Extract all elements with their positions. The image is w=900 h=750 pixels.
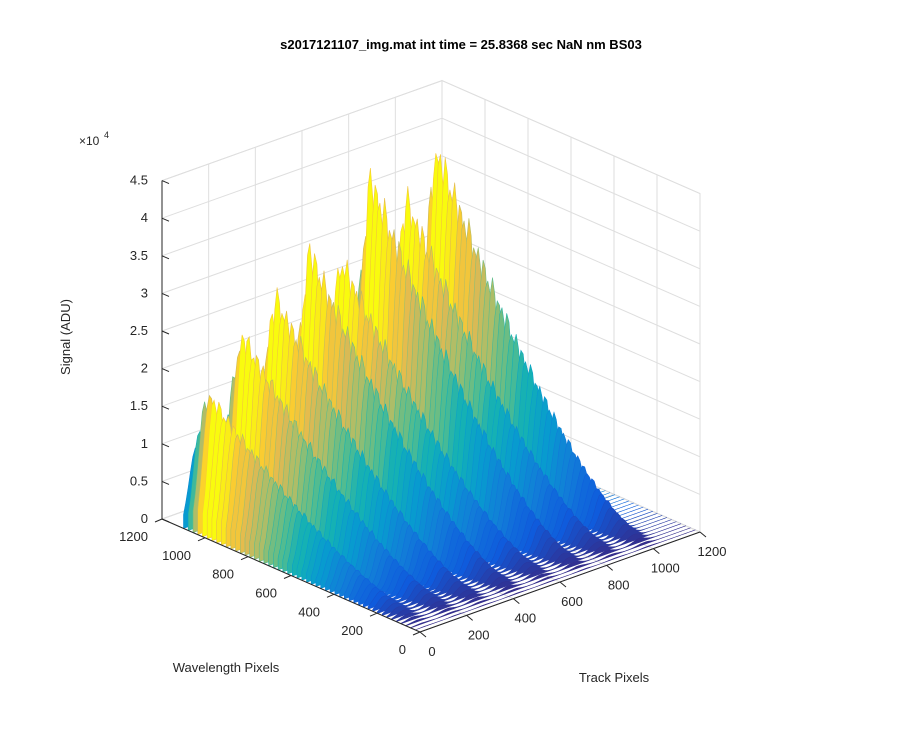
grid-line xyxy=(441,117,701,232)
surface-slice xyxy=(405,525,686,627)
z-tick-mark xyxy=(161,405,170,410)
y-tick-mark xyxy=(283,575,292,579)
y-tick-mark xyxy=(154,518,163,523)
x-tick-mark xyxy=(466,614,473,621)
y-tick-mark xyxy=(240,556,249,561)
z-tick-label: 0.5 xyxy=(130,473,148,488)
y-tick-label: 1000 xyxy=(162,548,191,563)
z-tick-label: 2.5 xyxy=(130,323,148,338)
z-tick-mark xyxy=(161,443,170,448)
z-tick-mark xyxy=(161,330,170,335)
y-tick-label: 1200 xyxy=(119,529,148,544)
z-tick-mark xyxy=(161,480,170,485)
grid-line xyxy=(441,192,701,307)
y-tick-mark xyxy=(197,537,206,542)
x-tick-mark xyxy=(653,548,660,555)
x-tick-mark xyxy=(559,581,567,588)
x-axis-label: Track Pixels xyxy=(579,670,650,685)
x-tick-label: 200 xyxy=(468,627,490,642)
surface-slice xyxy=(410,527,691,629)
x-tick-label: 400 xyxy=(514,611,536,626)
z-tick-label: 4.5 xyxy=(130,173,148,188)
z-tick-label: 1 xyxy=(141,436,148,451)
z-tick-mark xyxy=(161,255,170,260)
surface-layer xyxy=(183,153,701,633)
x-tick-label: 1200 xyxy=(698,544,727,559)
x-tick-label: 1000 xyxy=(651,561,680,576)
z-tick-label: 4 xyxy=(141,210,148,225)
grid-line xyxy=(441,80,701,195)
z-tick-label: 0 xyxy=(141,511,148,526)
z-tick-mark xyxy=(161,292,170,297)
z-tick-mark xyxy=(161,368,170,373)
grid-line xyxy=(161,155,443,257)
z-tick-label: 3.5 xyxy=(130,248,148,263)
y-tick-mark xyxy=(369,612,378,617)
grid-line xyxy=(441,155,701,270)
z-multiplier: ×10 4 xyxy=(79,130,109,148)
z-multiplier-base: ×10 xyxy=(79,134,100,148)
z-axis-label: Signal (ADU) xyxy=(58,299,73,375)
z-multiplier-exponent: 4 xyxy=(104,130,109,140)
axes-layer: 0200400600800100012000200400600800100012… xyxy=(119,173,726,659)
x-tick-mark xyxy=(606,564,613,571)
z-tick-mark xyxy=(161,217,170,222)
y-tick-label: 400 xyxy=(298,604,320,619)
grid-line xyxy=(441,230,701,345)
x-tick-label: 0 xyxy=(428,644,435,659)
z-tick-label: 3 xyxy=(141,285,148,300)
grid-line xyxy=(161,80,443,182)
y-tick-label: 600 xyxy=(255,586,277,601)
y-axis-label: Wavelength Pixels xyxy=(173,660,280,675)
z-tick-mark xyxy=(161,518,170,523)
surface-slice xyxy=(415,529,696,631)
z-tick-label: 2 xyxy=(141,361,148,376)
surface-slice xyxy=(400,523,682,625)
y-tick-mark xyxy=(326,593,335,598)
y-tick-label: 800 xyxy=(212,567,234,582)
z-tick-label: 1.5 xyxy=(130,398,148,413)
x-tick-mark xyxy=(699,531,707,538)
x-tick-mark xyxy=(419,631,427,638)
y-tick-mark xyxy=(412,631,421,636)
chart-title: s2017121107_img.mat int time = 25.8368 s… xyxy=(280,37,642,52)
x-tick-label: 600 xyxy=(561,594,583,609)
y-tick-label: 0 xyxy=(399,642,406,657)
x-tick-mark xyxy=(513,598,520,605)
x-tick-label: 800 xyxy=(608,577,630,592)
z-tick-mark xyxy=(161,180,170,185)
y-tick-label: 200 xyxy=(341,623,363,638)
grid-line xyxy=(161,117,443,219)
grid-line xyxy=(161,192,443,294)
